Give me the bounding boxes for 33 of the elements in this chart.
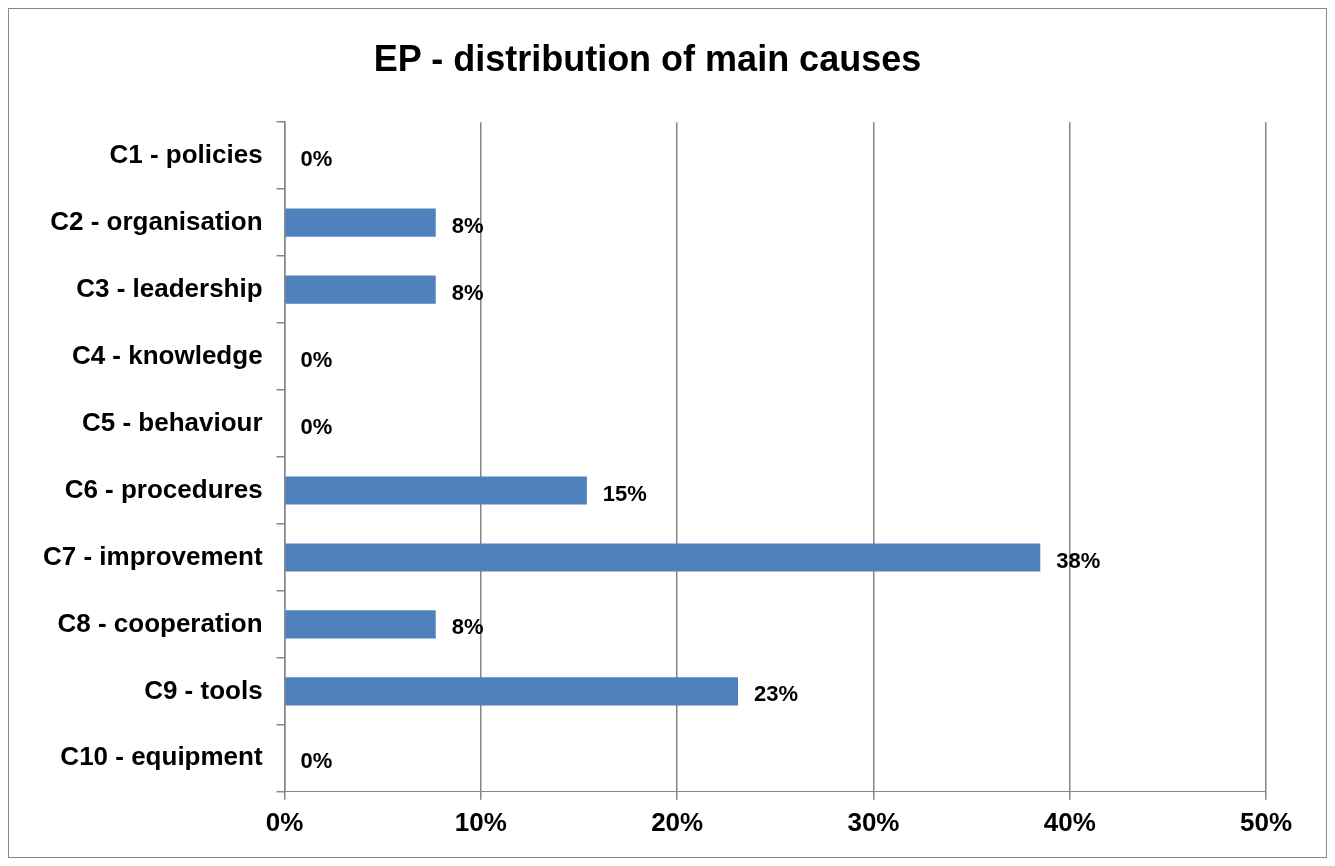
x-tick-label: 10% xyxy=(454,806,507,837)
y-tick-label: C10 - equipment xyxy=(60,741,263,772)
data-label: 38% xyxy=(1056,547,1101,573)
y-tick-label: C5 - behaviour xyxy=(82,406,263,437)
y-tick-label: C6 - procedures xyxy=(64,473,263,504)
bar xyxy=(285,677,739,706)
y-tick-label: C4 - knowledge xyxy=(71,339,263,370)
y-tick-label: C9 - tools xyxy=(144,674,263,705)
bar xyxy=(285,476,587,505)
data-label: 8% xyxy=(451,212,484,238)
data-label: 8% xyxy=(451,279,484,305)
bar xyxy=(285,543,1041,572)
data-label: 0% xyxy=(300,145,333,171)
x-tick-label: 0% xyxy=(265,806,304,837)
y-tick-label: C7 - improvement xyxy=(42,540,263,571)
x-tick-label: 20% xyxy=(651,806,704,837)
y-tick-label: C2 - organisation xyxy=(50,205,263,236)
x-tick-label: 30% xyxy=(847,806,900,837)
bar xyxy=(285,610,436,639)
y-tick-label: C1 - policies xyxy=(109,138,263,169)
bar xyxy=(285,208,436,237)
data-label: 15% xyxy=(602,480,647,506)
y-tick-label: C8 - cooperation xyxy=(57,607,263,638)
data-label: 23% xyxy=(754,681,799,707)
x-tick-label: 50% xyxy=(1239,806,1293,837)
data-label: 0% xyxy=(300,346,333,372)
bar xyxy=(285,275,436,304)
data-label: 0% xyxy=(300,748,333,774)
y-tick-label: C3 - leadership xyxy=(76,272,263,303)
data-label: 8% xyxy=(451,614,484,640)
data-label: 0% xyxy=(300,413,333,439)
x-tick-label: 40% xyxy=(1043,806,1096,837)
chart-title: EP - distribution of main causes xyxy=(373,37,922,79)
